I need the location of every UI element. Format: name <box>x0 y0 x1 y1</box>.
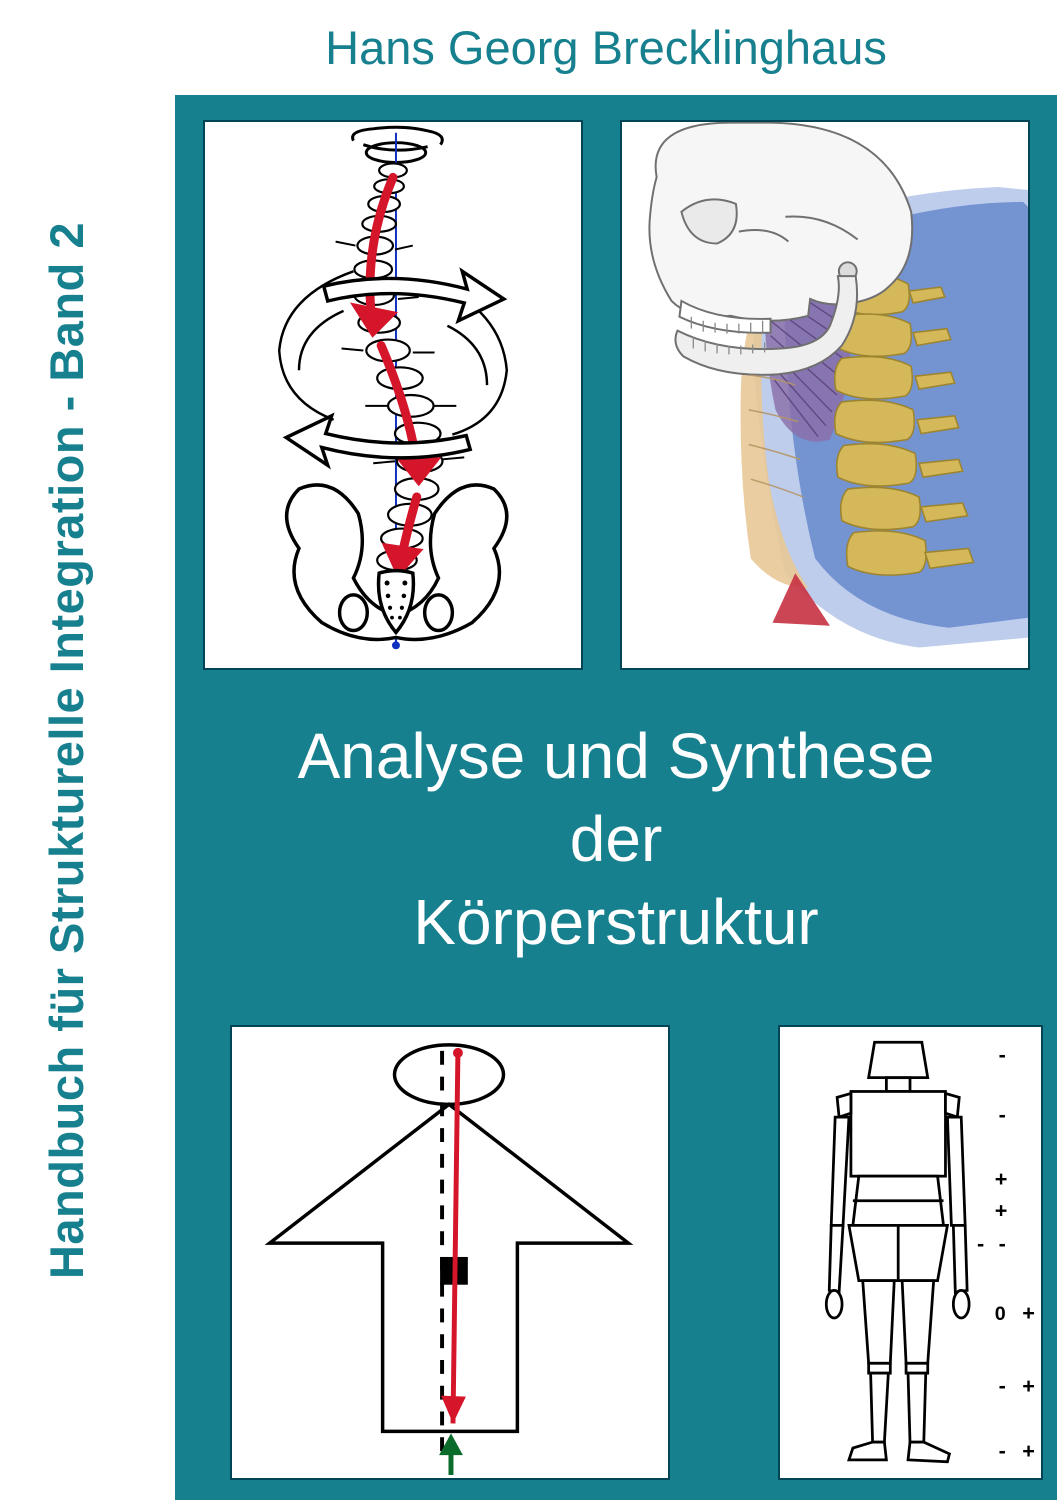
title-line-2: der <box>175 798 1057 881</box>
mark: + <box>1022 1300 1035 1325</box>
illustration-spine-scoliosis <box>203 120 583 670</box>
skull-svg <box>622 122 1028 668</box>
spine-svg <box>205 122 581 668</box>
mark: + <box>995 1198 1008 1223</box>
main-panel: Analyse und Synthese der Körperstruktur <box>175 95 1057 1500</box>
title-line-1: Analyse und Synthese <box>175 715 1057 798</box>
mark: - <box>999 1042 1006 1067</box>
mark: - <box>999 1373 1006 1398</box>
mark: - <box>999 1102 1006 1127</box>
mark: - <box>999 1231 1006 1256</box>
mark: - <box>999 1438 1006 1463</box>
illustration-figure-polarity: - - + + - - 0 + - + - + <box>778 1025 1043 1480</box>
illustration-skull-cervical <box>620 120 1030 670</box>
spine-label: Handbuch für Strukturelle Integration - … <box>10 0 140 1500</box>
torso-svg <box>232 1027 668 1478</box>
illustration-torso-cog <box>230 1025 670 1480</box>
mark: - <box>977 1231 984 1256</box>
mark: 0 <box>995 1303 1006 1325</box>
mark: + <box>995 1166 1008 1191</box>
title-line-3: Körperstruktur <box>175 881 1057 964</box>
author-name: Hans Georg Brecklinghaus <box>175 20 1037 75</box>
mark: + <box>1022 1373 1035 1398</box>
book-title: Analyse und Synthese der Körperstruktur <box>175 715 1057 965</box>
spine-text: Handbuch für Strukturelle Integration - … <box>40 221 95 1278</box>
mark: + <box>1022 1438 1035 1463</box>
polarity-svg: - - + + - - 0 + - + - + <box>780 1027 1041 1478</box>
